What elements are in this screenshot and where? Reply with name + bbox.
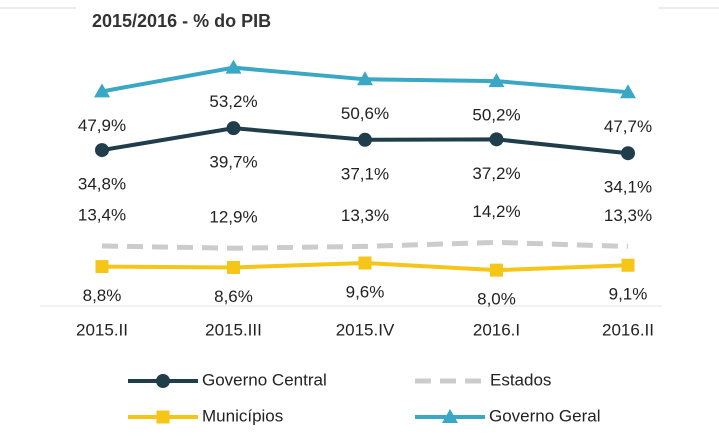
point <box>95 260 109 274</box>
point <box>489 132 504 147</box>
data-label: 50,2% <box>472 106 520 125</box>
data-label: 37,2% <box>472 164 520 183</box>
legend-marker <box>156 374 170 388</box>
point <box>358 132 372 147</box>
point <box>490 263 503 277</box>
point <box>226 121 241 136</box>
series-line <box>101 239 629 251</box>
chart-title: 2015/2016 - % do PIB <box>92 11 271 31</box>
data-label: 37,1% <box>341 164 389 183</box>
data-label: 47,7% <box>604 117 652 136</box>
point <box>95 143 109 158</box>
legend-label: Governo Central <box>202 370 327 389</box>
point <box>358 256 372 270</box>
legend-label: Municípios <box>202 406 283 425</box>
data-label: 13,3% <box>604 206 652 225</box>
legend-label: Estados <box>490 370 551 389</box>
legend-marker <box>156 410 170 424</box>
point <box>357 71 373 86</box>
point <box>621 146 635 161</box>
data-label: 47,9% <box>78 116 126 135</box>
data-label: 13,4% <box>78 205 126 224</box>
x-tick-label: 2015.III <box>205 320 262 339</box>
x-tick-label: 2015.IV <box>336 320 395 339</box>
data-label: 39,7% <box>209 153 257 172</box>
x-tick-label: 2015.II <box>76 320 128 339</box>
point <box>621 258 635 272</box>
point <box>94 83 110 98</box>
data-label: 13,3% <box>341 206 389 225</box>
legend-marker <box>442 409 458 423</box>
point <box>620 84 636 99</box>
data-label: 9,1% <box>609 285 648 304</box>
data-label: 9,6% <box>346 282 385 301</box>
x-tick-label: 2016.I <box>473 320 520 339</box>
point <box>227 260 240 274</box>
data-label: 8,6% <box>214 287 253 306</box>
data-label: 12,9% <box>209 208 257 227</box>
data-label: 14,2% <box>472 202 520 221</box>
data-label: 53,2% <box>209 92 257 111</box>
data-label: 34,8% <box>78 175 126 194</box>
x-tick-label: 2016.II <box>602 320 654 339</box>
data-label: 50,6% <box>341 104 389 123</box>
legend-label: Governo Geral <box>489 406 601 425</box>
data-label: 8,8% <box>83 286 122 305</box>
data-label: 8,0% <box>477 290 516 309</box>
data-label: 34,1% <box>604 178 652 197</box>
point <box>488 73 505 88</box>
point <box>225 59 242 74</box>
